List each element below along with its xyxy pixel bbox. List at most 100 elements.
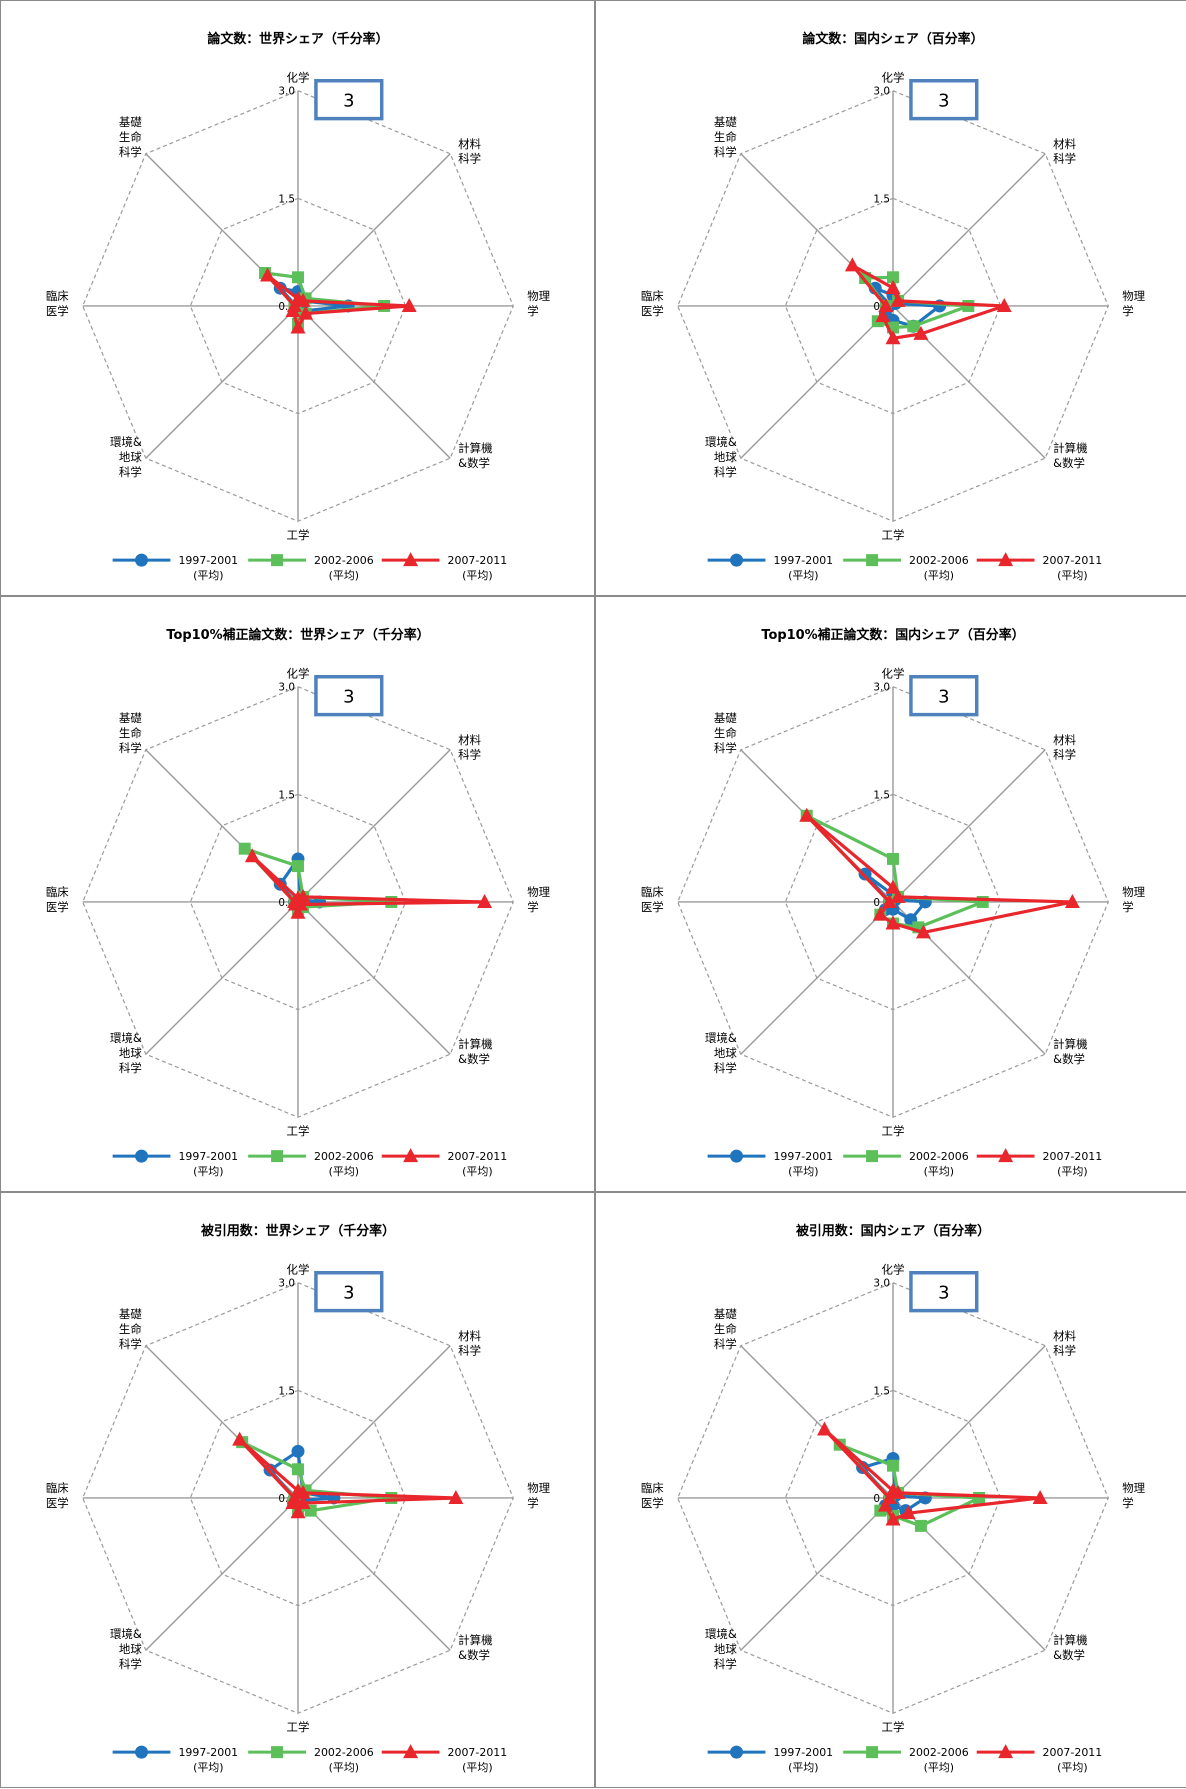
series-group [244,848,493,919]
data-point [885,1511,901,1526]
axis-label: 臨床医学 [46,289,69,318]
legend-marker [403,1744,419,1759]
axis-label: 化学 [287,667,310,681]
data-point [817,1421,832,1436]
axis-label: 基礎生命科学 [714,711,737,755]
data-point [976,895,989,908]
axis-label: 基礎生命科学 [714,115,737,159]
axis-label: 臨床医学 [641,885,664,914]
annotation-box-label: 3 [343,91,354,112]
data-point [996,298,1012,312]
data-point [877,1497,893,1512]
legend-label: 2002-2006 (平均) [909,1150,969,1178]
data-point [878,298,894,312]
data-point [304,1504,317,1517]
legend-label: 1997-2001 (平均) [178,554,238,582]
chart-title: Top10%補正論文数：世界シェア（千分率） [166,627,429,643]
radar-chart-svg: Top10%補正論文数：世界シェア（千分率）3.01.50.0化学材料科学物理学… [46,627,551,1178]
legend-label: 1997-2001 (平均) [773,1150,833,1178]
tick-label: 3.0 [278,682,295,694]
legend-item: 2007-2011 (平均) [381,1148,507,1178]
series-line [822,1427,1042,1522]
axis-label: 化学 [882,667,905,681]
axis-label: 環境&地球科学 [705,1031,737,1075]
legend-marker [730,1745,744,1759]
axis-label: 計算機&数学 [458,1037,493,1066]
legend-item: 1997-2001 (平均) [707,1745,833,1774]
radar-chart-svg: 被引用数：国内シェア（百分率）3.01.50.0化学材料科学物理学計算機&数学工… [641,1223,1146,1774]
axis-label: 化学 [882,71,905,85]
axis-spoke [297,901,451,1055]
axis-label: 物理学 [527,1481,550,1510]
radar-chart-panel: Top10%補正論文数：国内シェア（百分率） 3.0 1.5 0.0 化学 材料科学 物理学… [595,596,1186,1192]
axis-spoke [145,901,299,1055]
radar-chart-panel: 論文数：国内シェア（百分率）3.01.50.0化学材料科学物理学計算機&数学工学… [595,0,1186,596]
data-point [881,1490,897,1504]
axis-label: 工学 [287,528,310,542]
data-point [286,894,302,908]
data-point [291,1444,305,1458]
legend-item: 2002-2006 (平均) [248,1150,374,1178]
axis-label: 工学 [882,1124,905,1138]
legend-label: 1997-2001 (平均) [773,1746,833,1774]
radar-chart-panel: 被引用数：国内シェア（百分率） 3.0 1.5 0.0 化学 材料科学 物理学 計算機&数学工… [595,1192,1186,1788]
axis-label: 材料科学 [1053,137,1076,166]
data-point [887,1459,899,1472]
legend-item: 2002-2006 (平均) [843,554,969,582]
legend-marker [271,554,284,567]
annotation-box [909,674,979,717]
legend-marker [998,552,1014,567]
legend-label: 1997-2001 (平均) [178,1746,238,1774]
data-point [881,894,897,908]
legend-label: 1997-2001 (平均) [178,1150,238,1178]
axis-spoke [297,749,451,903]
data-point [885,915,901,930]
data-point [887,321,899,334]
data-point [872,906,888,921]
series-group [236,1436,398,1517]
legend-item: 2007-2011 (平均) [976,1744,1102,1774]
legend-label: 2007-2011 (平均) [1043,1150,1103,1178]
data-point [238,842,251,855]
legend-label: 2002-2006 (平均) [314,1746,374,1774]
axis-label: 工学 [882,528,905,542]
tick-label: 1.5 [278,789,295,801]
data-point [890,1484,906,1499]
axis-spoke [297,1345,451,1499]
legend-label: 2002-2006 (平均) [909,554,969,582]
tick-label: 1.5 [873,1385,890,1397]
legend-item: 2002-2006 (平均) [843,1150,969,1178]
legend-marker [866,1150,879,1163]
data-point [292,1463,304,1476]
axis-label: 材料科学 [458,137,481,166]
legend-label: 2002-2006 (平均) [314,1150,374,1178]
data-point [858,867,872,881]
axis-label: 工学 [287,1124,310,1138]
radar-chart-svg: Top10%補正論文数：国内シェア（百分率）3.01.50.0化学材料科学物理学… [641,627,1146,1178]
annotation-box-label: 3 [343,1283,354,1304]
tick-label: 3.0 [873,1278,890,1290]
axis-label: 環境&地球科学 [110,1627,142,1671]
legend-label: 1997-2001 (平均) [773,554,833,582]
axis-label: 化学 [882,1263,905,1277]
axis-label: 材料科学 [458,1329,481,1358]
data-point [1064,894,1080,908]
axis-label: 環境&地球科学 [110,1031,142,1075]
data-point [973,1491,986,1504]
series-group [799,807,1080,939]
annotation-box-label: 3 [938,687,949,708]
legend-item: 1997-2001 (平均) [112,1745,238,1774]
axis-label: 化学 [287,71,310,85]
data-point [890,888,906,903]
axis-label: 臨床医学 [641,289,664,318]
data-point [907,320,920,333]
series-group [260,267,417,334]
data-point [260,267,276,282]
axis-label: 材料科学 [1053,733,1076,762]
data-point [915,924,931,939]
legend-label: 2002-2006 (平均) [909,1746,969,1774]
data-point [295,292,311,307]
data-point [799,807,815,822]
data-point [286,298,302,312]
series-group [817,1421,1048,1526]
